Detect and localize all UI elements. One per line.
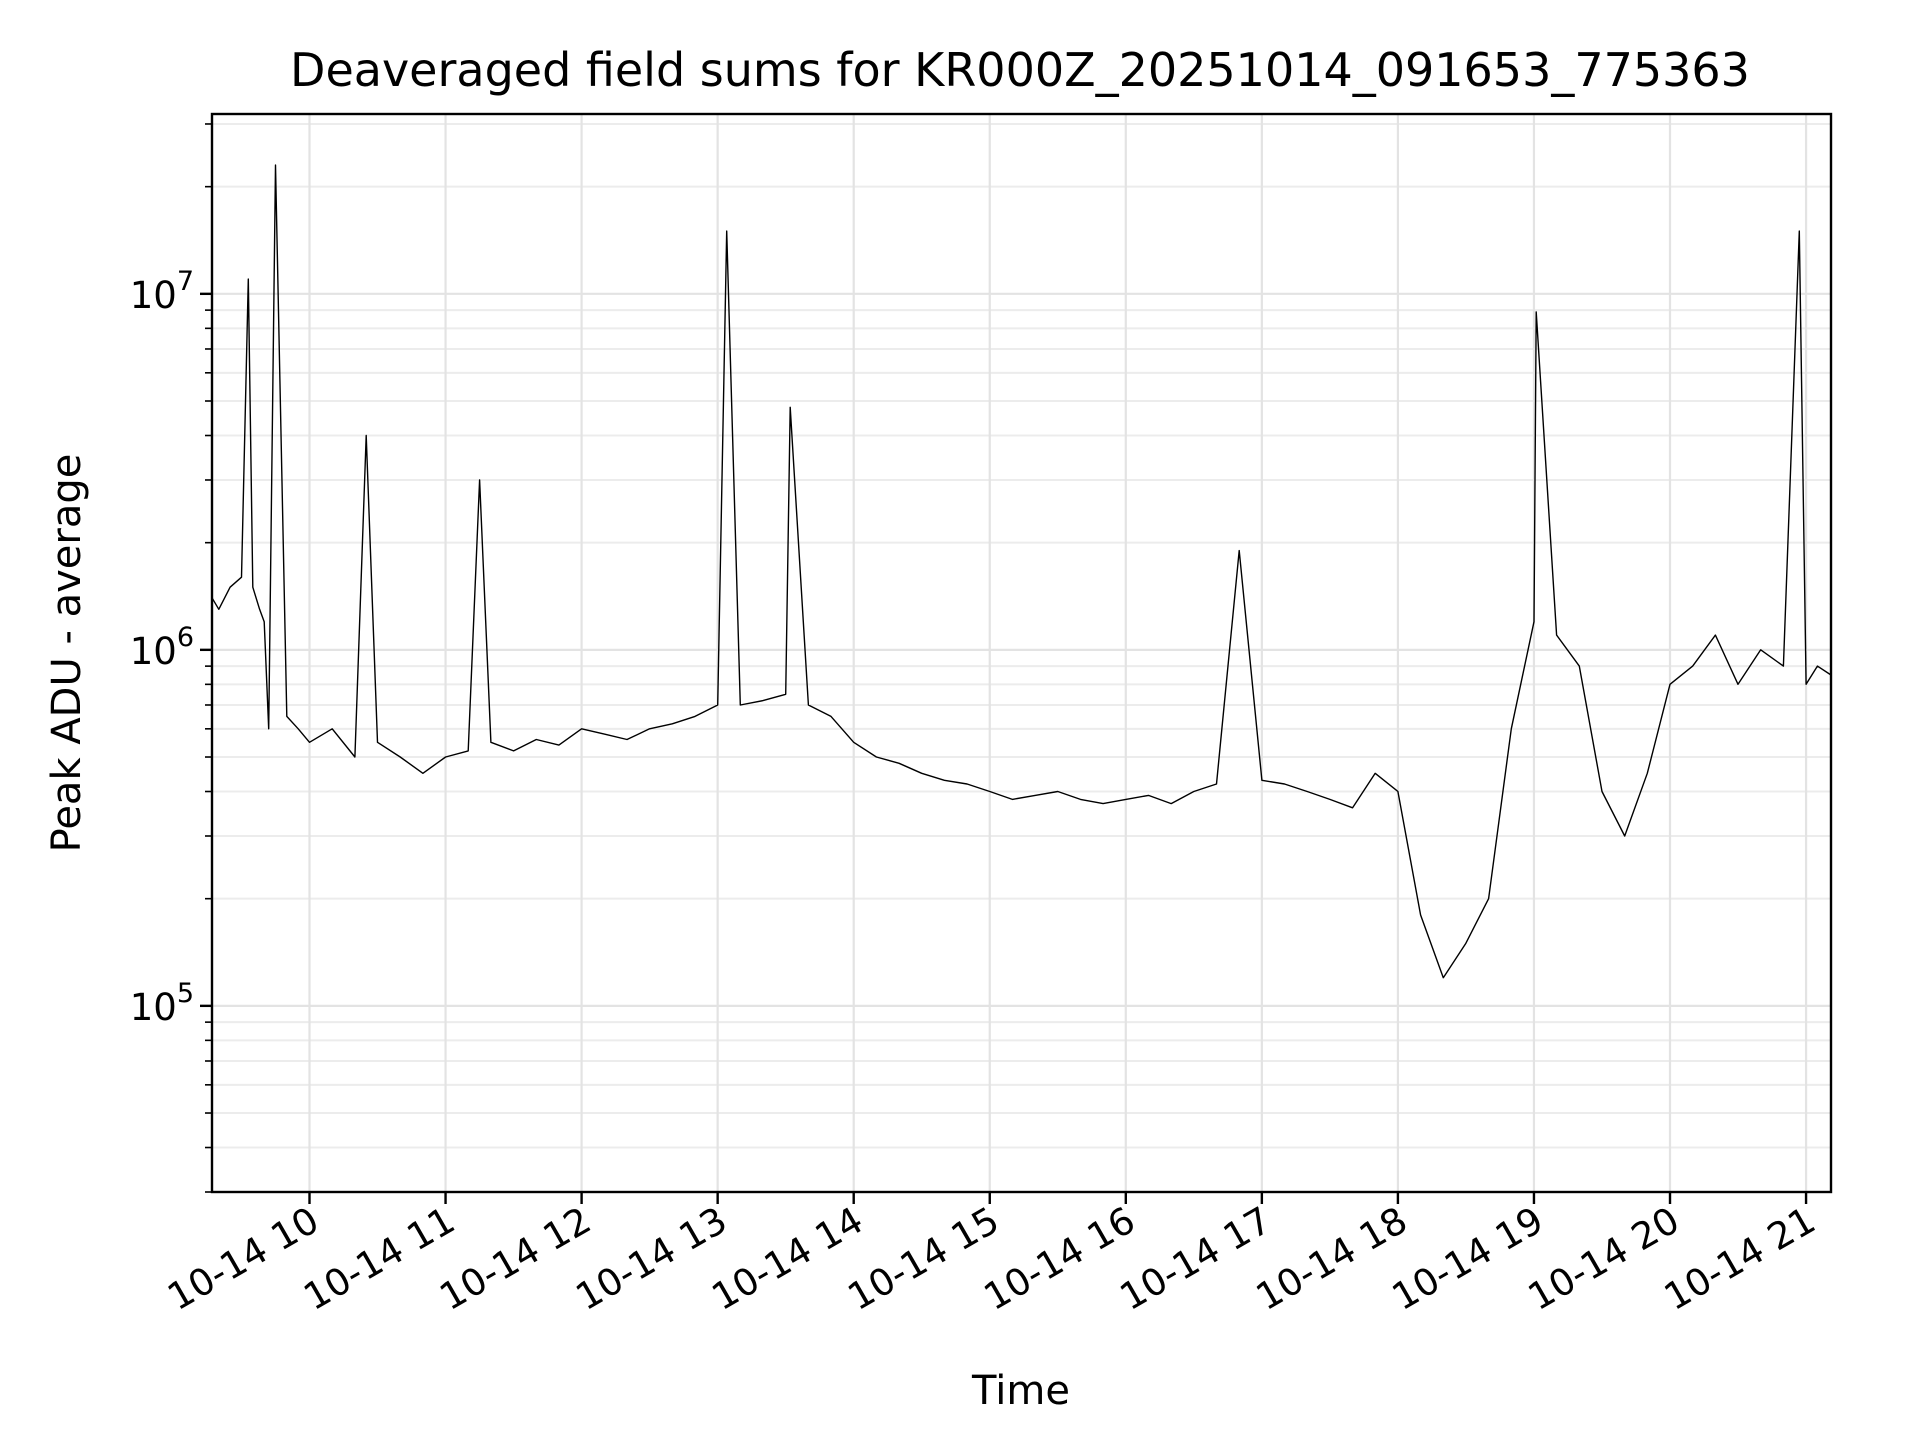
chart-title: Deaveraged field sums for KR000Z_2025101… bbox=[290, 43, 1750, 97]
axes-frame bbox=[210, 112, 1833, 1194]
plot-area bbox=[211, 164, 1832, 979]
y-tick-label: 106 bbox=[130, 622, 194, 673]
y-tick-label: 107 bbox=[130, 266, 194, 317]
y-tick-label: 105 bbox=[130, 978, 194, 1029]
series-line bbox=[211, 164, 1832, 979]
y-axis: 105 106 107 bbox=[130, 123, 212, 1193]
y-axis-label: Peak ADU - average bbox=[44, 454, 90, 853]
x-axis-label: Time bbox=[971, 1368, 1070, 1414]
grid-lines bbox=[212, 114, 1831, 1193]
